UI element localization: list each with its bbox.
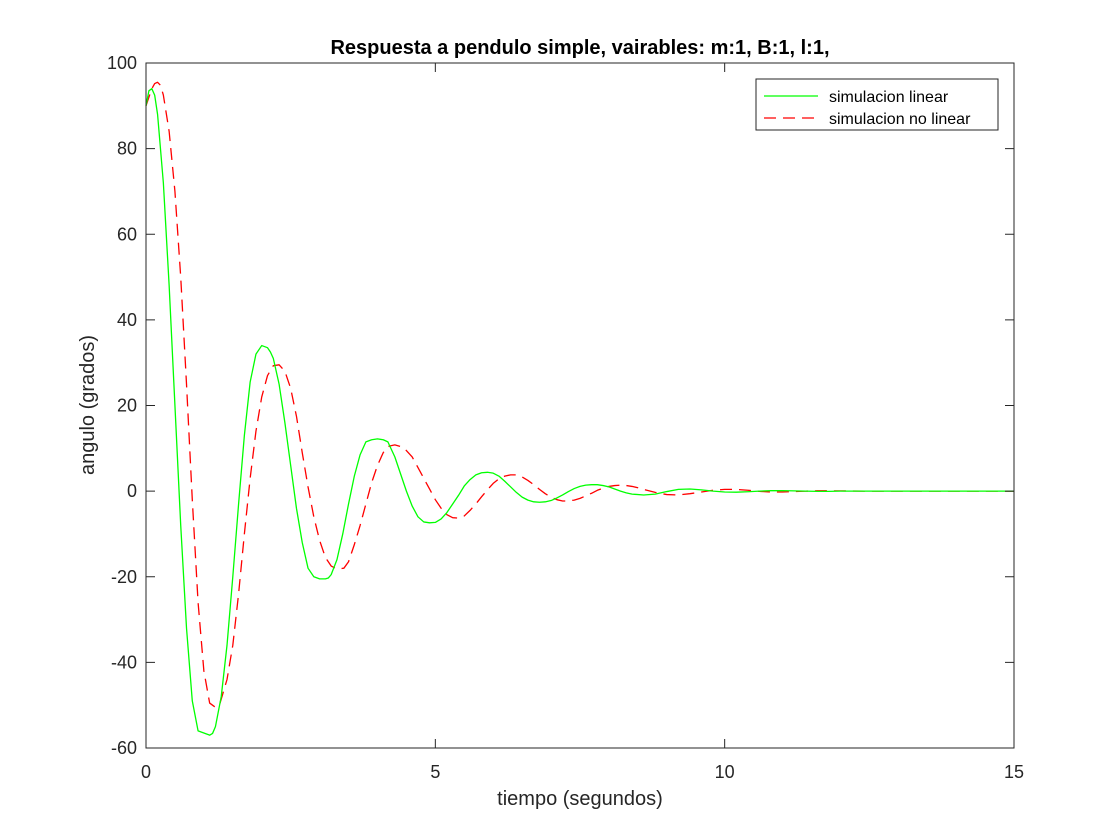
x-tick-label: 0: [141, 762, 151, 782]
x-axis-label: tiempo (segundos): [497, 788, 663, 810]
legend-label-nonlinear: simulacion no linear: [829, 111, 971, 128]
y-tick-label: 100: [107, 53, 137, 73]
series-layer: [145, 81, 1014, 736]
y-tick-label: 0: [127, 481, 137, 501]
y-tick-label: -40: [111, 652, 137, 672]
y-tick-label: -60: [111, 738, 137, 758]
x-tick-label: 15: [1004, 762, 1024, 782]
legend: simulacion linear simulacion no linear: [755, 78, 999, 131]
ticks-layer: 0 5 10 15 -60 -40 -20 0 20 40 60 80 100: [107, 53, 1024, 782]
x-tick-label: 5: [430, 762, 440, 782]
y-tick-label: 20: [117, 396, 137, 416]
y-tick-label: 40: [117, 310, 137, 330]
x-tick-label: 10: [715, 762, 735, 782]
y-tick-label: 60: [117, 224, 137, 244]
y-tick-label: -20: [111, 567, 137, 587]
series-line-nonlinear: [145, 81, 1014, 708]
chart-title: Respuesta a pendulo simple, vairables: m…: [330, 37, 829, 59]
y-tick-label: 80: [117, 139, 137, 159]
series-line-linear: [145, 88, 1014, 736]
y-axis-label: angulo (grados): [77, 335, 99, 475]
legend-box: [755, 78, 999, 131]
plot-area: [146, 63, 1014, 748]
legend-label-linear: simulacion linear: [829, 89, 949, 106]
